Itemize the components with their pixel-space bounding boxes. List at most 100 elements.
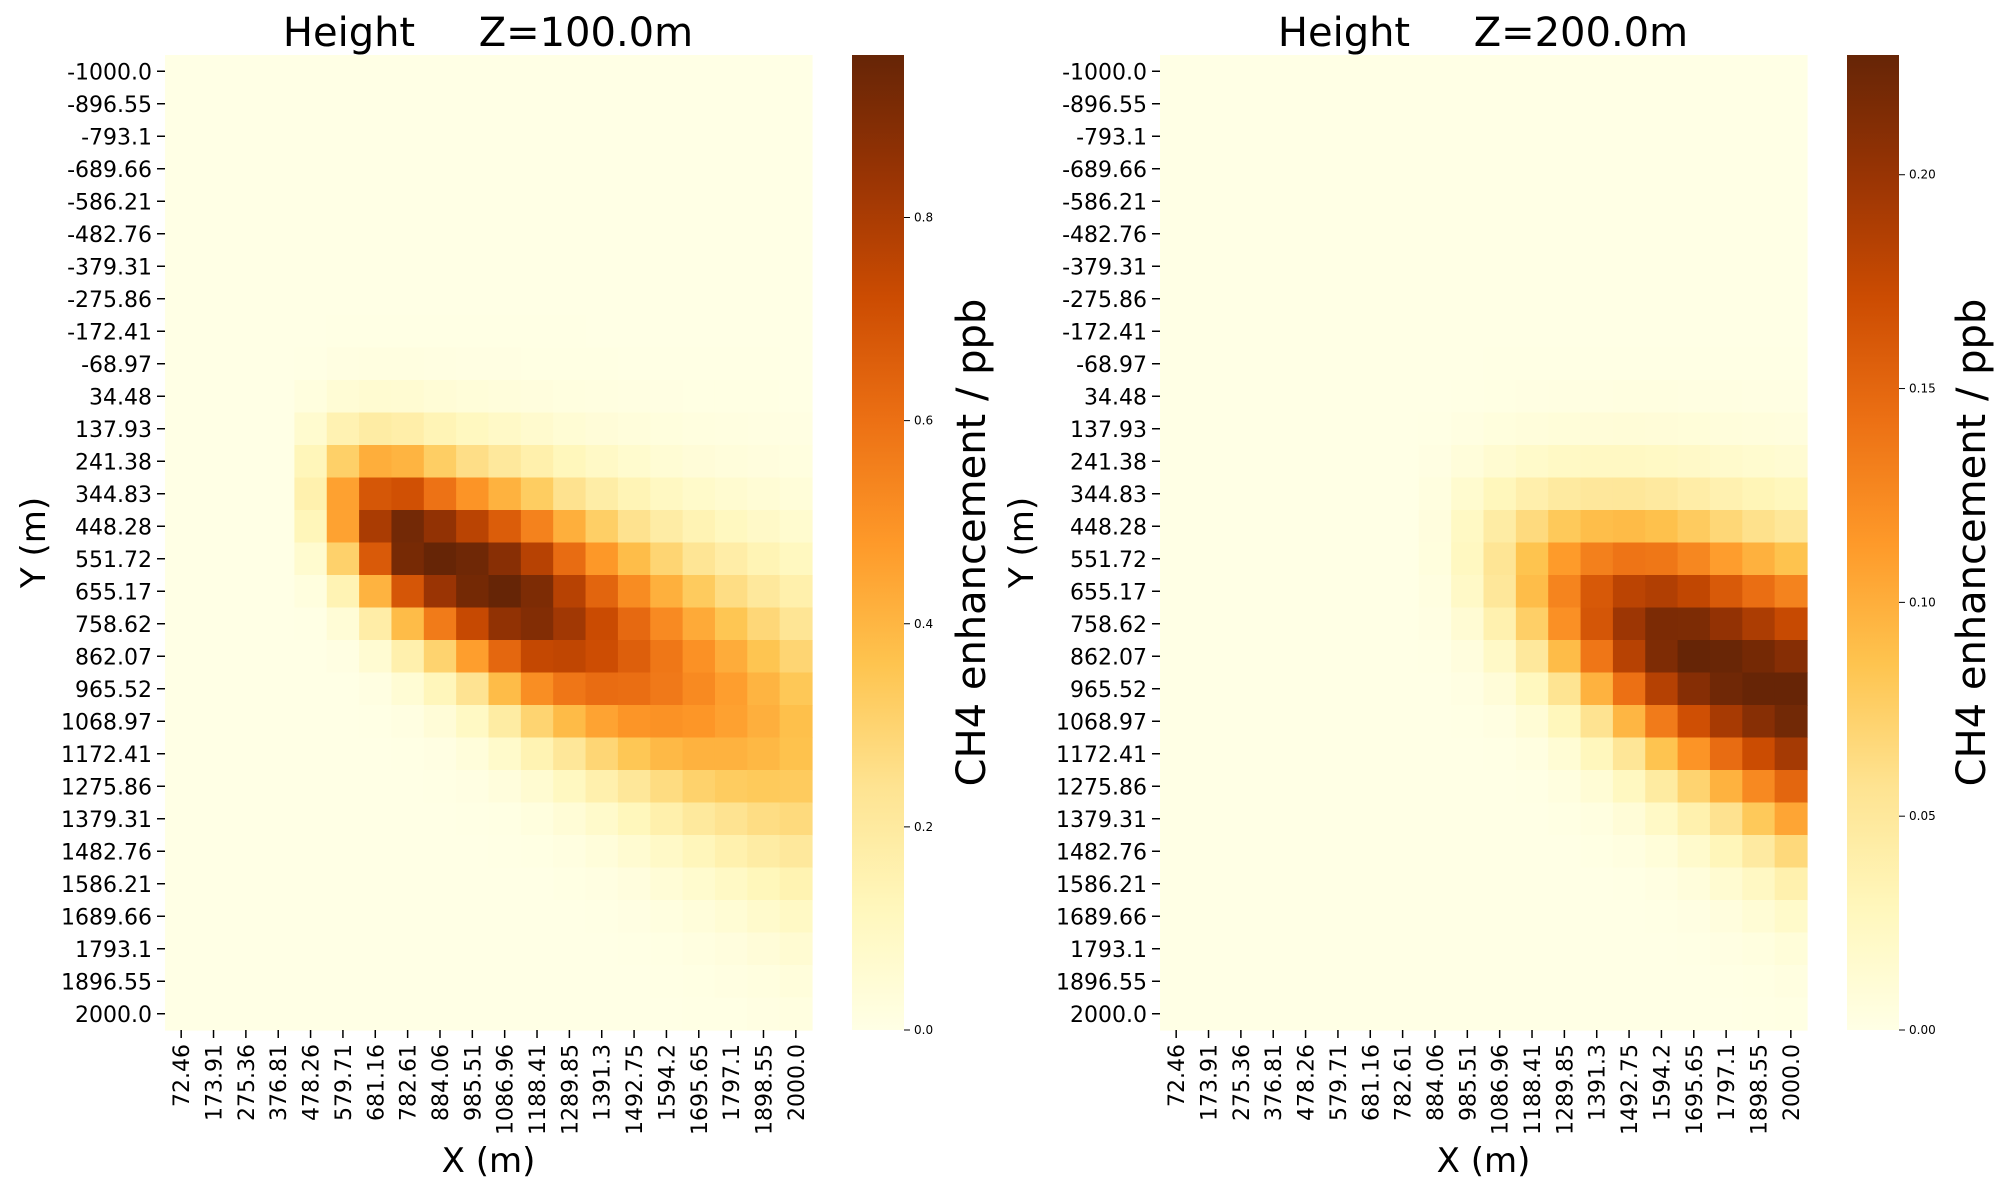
heatmap-cell xyxy=(391,802,425,836)
heatmap-cell xyxy=(294,575,328,609)
heatmap-cell xyxy=(1580,835,1614,869)
heatmap-cell xyxy=(1677,997,1711,1031)
heatmap-cell xyxy=(326,347,360,381)
heatmap-cell xyxy=(1612,770,1646,804)
heatmap-cell xyxy=(747,542,781,576)
heatmap-cell xyxy=(456,737,490,771)
heatmap-cell xyxy=(1192,347,1226,381)
heatmap-cell xyxy=(747,282,781,316)
heatmap-cell xyxy=(456,87,490,121)
heatmap-cell xyxy=(1451,217,1485,251)
heatmap-cell xyxy=(359,217,393,251)
heatmap-cell xyxy=(779,477,813,511)
heatmap-cell xyxy=(1742,867,1776,901)
heatmap-cell xyxy=(456,542,490,576)
heatmap-cell xyxy=(779,380,813,414)
heatmap-cell xyxy=(1645,185,1679,219)
heatmap-cell xyxy=(1742,380,1776,414)
heatmap-cell xyxy=(1418,87,1452,121)
heatmap-cell xyxy=(1321,120,1355,154)
heatmap-cell xyxy=(1515,737,1549,771)
heatmap-cell xyxy=(1515,120,1549,154)
heatmap-cell xyxy=(1386,120,1420,154)
y-tick-label: 1172.41 xyxy=(61,743,152,768)
heatmap-cell xyxy=(1709,835,1743,869)
heatmap-cell xyxy=(1645,510,1679,544)
heatmap-cell xyxy=(229,347,263,381)
heatmap-cell xyxy=(1224,997,1258,1031)
heatmap-cell xyxy=(197,347,231,381)
heatmap-cell xyxy=(1160,87,1193,121)
heatmap-cell xyxy=(1321,900,1355,934)
heatmap-cell xyxy=(1709,965,1743,999)
heatmap-cell xyxy=(1321,770,1355,804)
heatmap-cell xyxy=(1289,217,1323,251)
heatmap-cell xyxy=(391,120,425,154)
heatmap-cell xyxy=(1774,152,1808,186)
heatmap-cell xyxy=(294,867,328,901)
colorbar-tick-label: 0.0 xyxy=(914,1023,933,1037)
heatmap-cell xyxy=(294,835,328,869)
heatmap-cell xyxy=(1580,380,1614,414)
heatmap-cell xyxy=(1483,997,1517,1031)
heatmap-cell xyxy=(1742,55,1776,89)
heatmap-cell xyxy=(1321,542,1355,576)
heatmap-cell xyxy=(1451,672,1485,706)
heatmap-cell xyxy=(1580,185,1614,219)
heatmap-cell xyxy=(1224,965,1258,999)
y-tick-label: -793.1 xyxy=(81,125,152,150)
heatmap-cell xyxy=(1289,120,1323,154)
heatmap-cell xyxy=(1289,412,1323,446)
y-tick-label: 655.17 xyxy=(1070,580,1147,605)
heatmap-cell xyxy=(1289,445,1323,479)
heatmap-cell xyxy=(1451,347,1485,381)
heatmap-cell xyxy=(1580,607,1614,641)
heatmap-cell xyxy=(747,87,781,121)
y-tick-label: 344.83 xyxy=(75,483,152,508)
x-tick-label: 1188.41 xyxy=(1521,1044,1546,1135)
heatmap-cell xyxy=(585,607,619,641)
heatmap-cell xyxy=(1483,965,1517,999)
heatmap-cell xyxy=(1483,412,1517,446)
heatmap-cell xyxy=(1354,412,1388,446)
heatmap-cell xyxy=(294,217,328,251)
heatmap-cell xyxy=(714,932,748,966)
heatmap-cell xyxy=(1418,705,1452,739)
y-tick-label: 758.62 xyxy=(1070,613,1147,638)
y-tick-label: 1689.66 xyxy=(61,905,152,930)
heatmap-cell xyxy=(1289,477,1323,511)
heatmap-cell xyxy=(1321,510,1355,544)
heatmap-cell xyxy=(1580,120,1614,154)
heatmap-cell xyxy=(553,640,587,674)
heatmap-cell xyxy=(520,315,554,349)
heatmap-cell xyxy=(682,282,716,316)
heatmap-cell xyxy=(1160,380,1193,414)
heatmap-cell xyxy=(1774,900,1808,934)
heatmap-cell xyxy=(456,217,490,251)
heatmap-cell xyxy=(1774,120,1808,154)
heatmap-cell xyxy=(1289,575,1323,609)
heatmap-cell xyxy=(1742,737,1776,771)
heatmap-cell xyxy=(488,152,522,186)
heatmap-cell xyxy=(1192,217,1226,251)
heatmap-cell xyxy=(520,802,554,836)
heatmap-cell xyxy=(553,250,587,284)
heatmap-cell xyxy=(1224,672,1258,706)
heatmap-cell xyxy=(714,542,748,576)
heatmap-cell xyxy=(456,250,490,284)
heatmap-cell xyxy=(294,477,328,511)
heatmap-cell xyxy=(1160,445,1193,479)
y-tick-label: -1000.0 xyxy=(1062,60,1147,85)
heatmap-cell xyxy=(1612,250,1646,284)
heatmap-cell xyxy=(1257,802,1290,836)
heatmap-cell xyxy=(650,315,684,349)
heatmap-cell xyxy=(1160,835,1193,869)
heatmap-cell xyxy=(617,737,651,771)
heatmap-cell xyxy=(1677,477,1711,511)
heatmap-cell xyxy=(682,737,716,771)
heatmap-cell xyxy=(617,770,651,804)
heatmap-cell xyxy=(1709,575,1743,609)
heatmap-cell xyxy=(747,575,781,609)
heatmap-cell xyxy=(553,120,587,154)
heatmap-cell xyxy=(1709,445,1743,479)
